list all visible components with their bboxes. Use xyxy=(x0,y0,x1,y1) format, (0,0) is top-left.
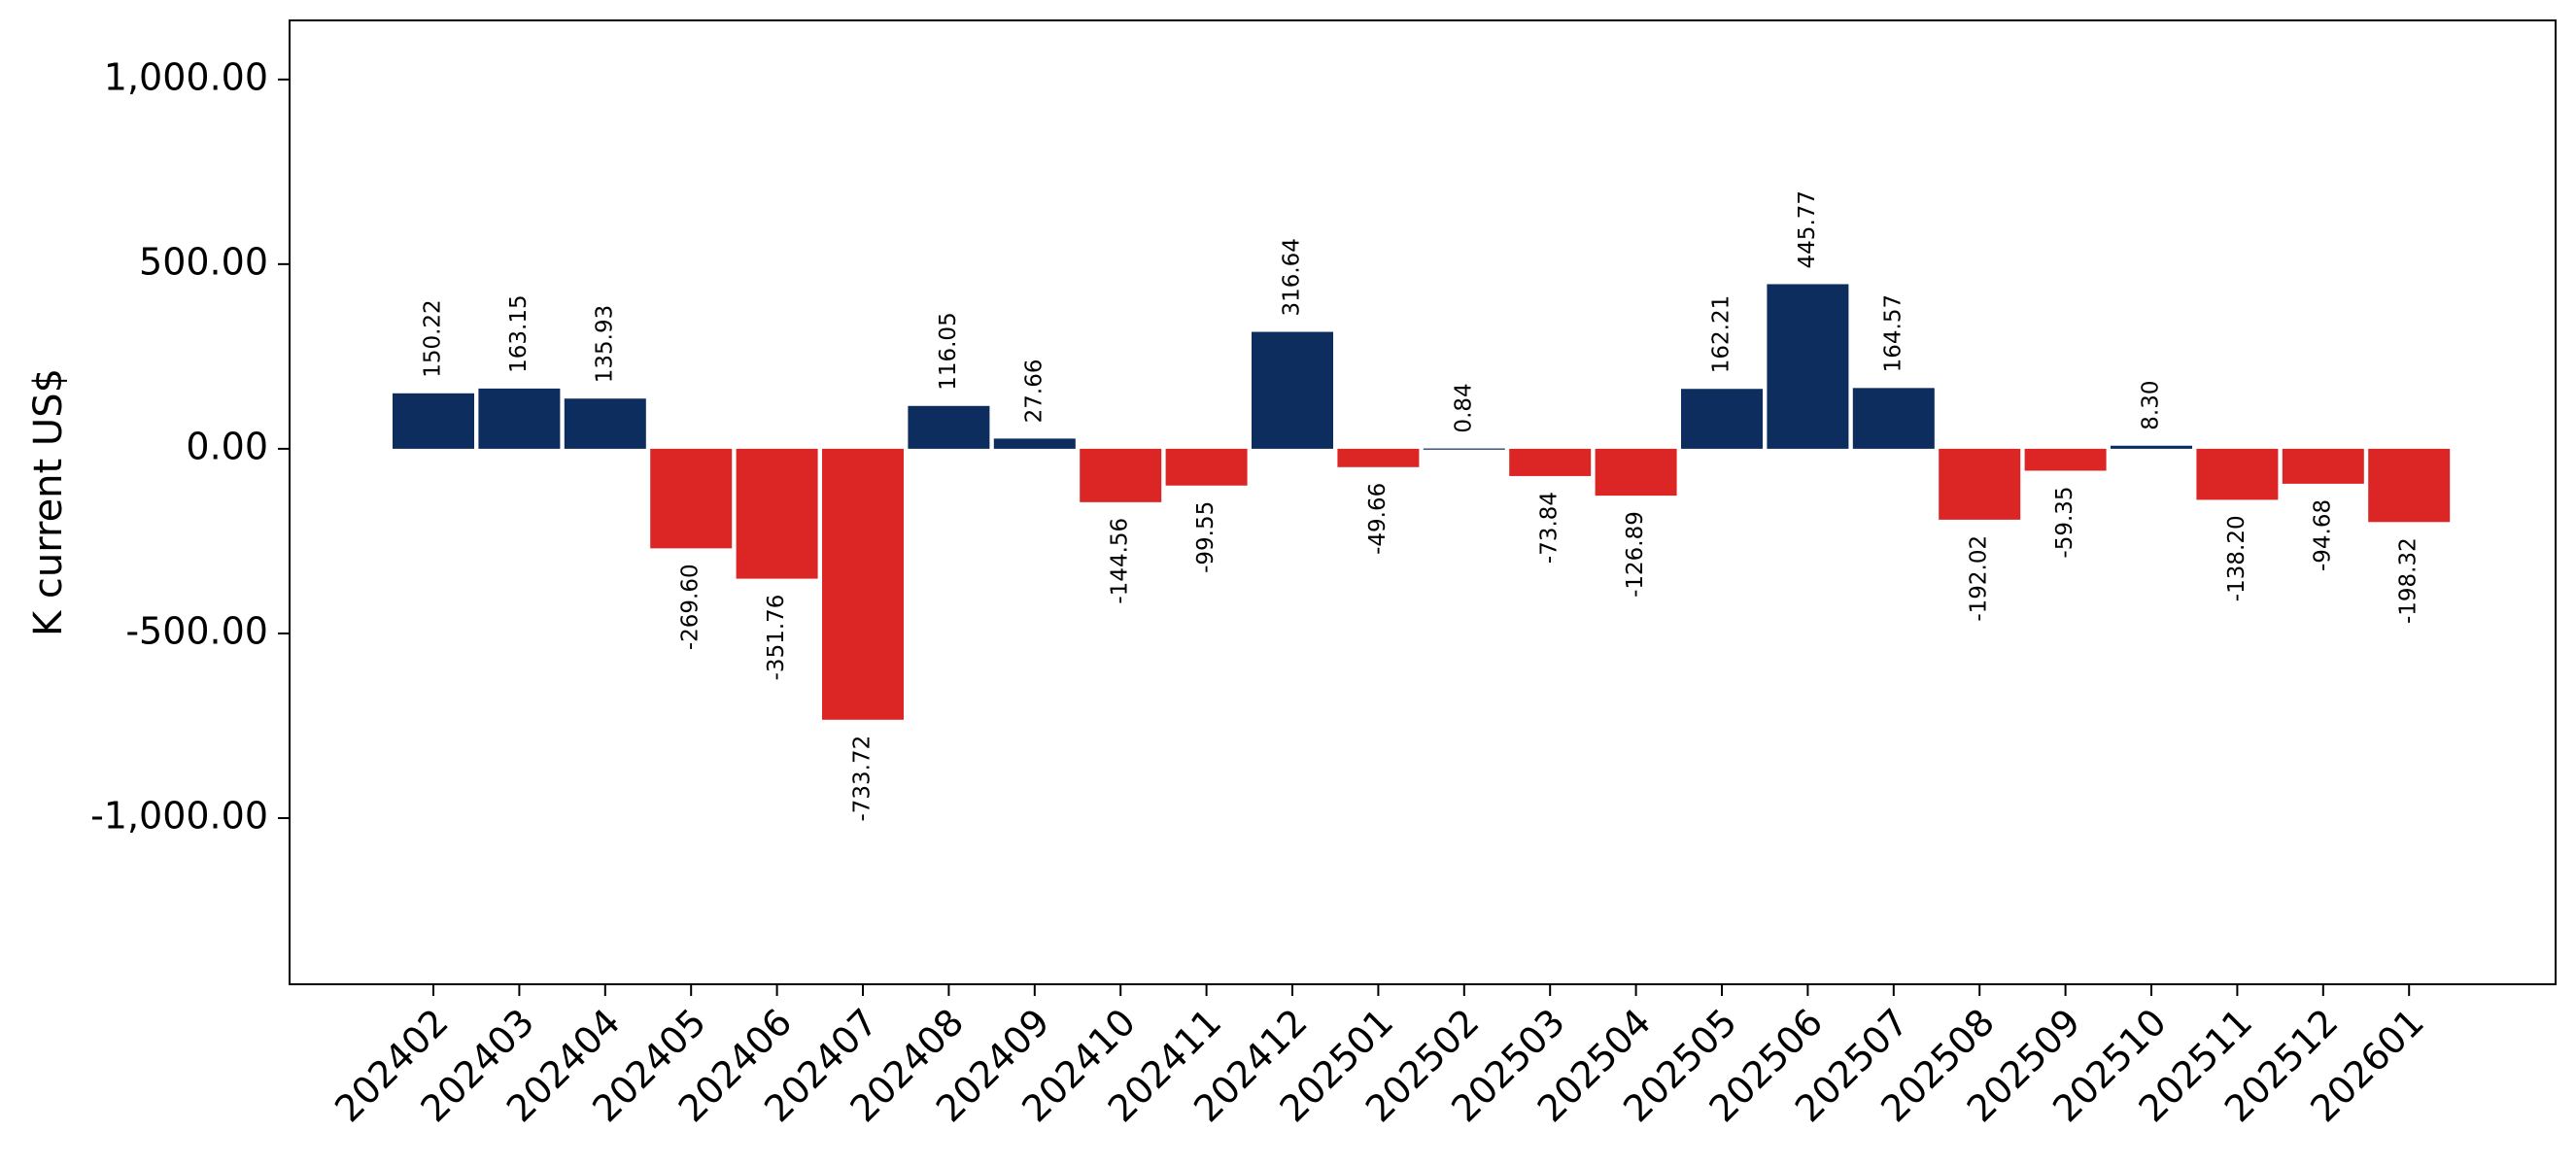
bar-202508 xyxy=(1939,448,2021,520)
value-label: -198.32 xyxy=(2396,537,2421,624)
bar-202411 xyxy=(1165,448,1248,486)
y-tick-label: 1,000.00 xyxy=(104,55,268,98)
bar-202501 xyxy=(1337,448,1420,467)
bar-202406 xyxy=(736,448,818,579)
value-label: -59.35 xyxy=(2052,486,2078,558)
value-label: -144.56 xyxy=(1108,518,1133,604)
bar-202409 xyxy=(993,438,1076,449)
bar-202504 xyxy=(1595,448,1677,497)
bar-202403 xyxy=(478,388,561,449)
value-label: 445.77 xyxy=(1795,190,1820,268)
bar-202511 xyxy=(2196,448,2279,500)
value-label: -138.20 xyxy=(2224,515,2250,601)
data-labels: 150.22 163.15 135.93 -269.60 -351.76 -733.72 1… xyxy=(421,190,2421,822)
plot-area-frame xyxy=(289,19,2557,985)
bars xyxy=(393,284,2451,720)
bar-202503 xyxy=(1509,448,1592,476)
value-label: 8.30 xyxy=(2139,381,2164,430)
bar-202502 xyxy=(1423,448,1505,450)
bar-202405 xyxy=(650,448,733,549)
value-label: 150.22 xyxy=(421,299,446,377)
y-axis-label: K current US$ xyxy=(26,368,71,636)
bar-202410 xyxy=(1080,448,1162,502)
value-label: -126.89 xyxy=(1623,511,1648,598)
y-axis: -1,000.00 -500.00 0.00 500.00 1,000.00 xyxy=(90,55,290,837)
bar-202408 xyxy=(908,405,990,449)
bar-202402 xyxy=(393,393,474,449)
y-tick-label: 500.00 xyxy=(139,240,268,283)
bar-202404 xyxy=(564,398,646,449)
bar-202506 xyxy=(1767,284,1849,449)
value-label: -351.76 xyxy=(764,595,789,681)
value-label: 0.84 xyxy=(1451,383,1476,432)
x-axis: 2024022024032024042024052024062024072024… xyxy=(326,984,2432,1130)
value-label: 27.66 xyxy=(1021,360,1047,424)
value-label: -94.68 xyxy=(2310,499,2335,571)
bar-202510 xyxy=(2111,445,2192,449)
bar-202507 xyxy=(1852,388,1935,449)
y-tick-label: 0.00 xyxy=(186,425,268,467)
bar-202412 xyxy=(1252,331,1333,449)
value-label: -733.72 xyxy=(850,736,876,822)
value-label: -73.84 xyxy=(1537,492,1563,564)
value-label: 116.05 xyxy=(936,312,961,390)
y-tick-label: -1,000.00 xyxy=(90,794,268,837)
value-label: -49.66 xyxy=(1365,483,1391,555)
bar-202512 xyxy=(2282,448,2364,484)
value-label: 163.15 xyxy=(506,294,532,372)
value-label: 162.21 xyxy=(1709,295,1735,373)
value-label: 164.57 xyxy=(1880,294,1906,372)
y-tick-label: -500.00 xyxy=(125,609,268,652)
bar-202407 xyxy=(822,448,904,720)
value-label: -269.60 xyxy=(678,564,704,650)
bar-202601 xyxy=(2368,448,2451,523)
bar-202505 xyxy=(1681,389,1763,449)
value-label: 316.64 xyxy=(1280,238,1305,316)
bar-202509 xyxy=(2024,448,2107,471)
value-label: -192.02 xyxy=(1967,535,1992,622)
value-label: 135.93 xyxy=(592,305,617,383)
value-label: -99.55 xyxy=(1193,501,1219,573)
